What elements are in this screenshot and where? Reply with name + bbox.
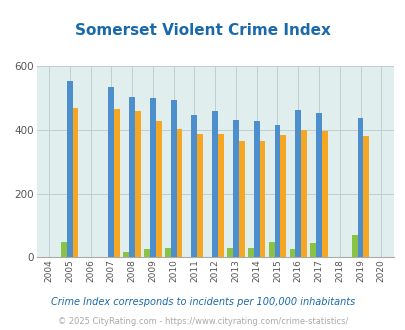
Bar [253,121,259,257]
Bar [149,98,156,257]
Bar [171,100,176,257]
Bar [232,120,238,257]
Bar [315,113,321,257]
Bar [274,125,280,257]
Bar [114,109,120,257]
Bar [144,249,149,257]
Bar [280,135,286,257]
Bar [259,141,265,257]
Text: Crime Index corresponds to incidents per 100,000 inhabitants: Crime Index corresponds to incidents per… [51,297,354,307]
Bar [135,111,141,257]
Bar [156,121,161,257]
Bar [351,235,357,257]
Bar [362,137,369,257]
Bar [321,131,327,257]
Bar [72,108,78,257]
Bar [176,128,182,257]
Bar [129,97,135,257]
Bar [289,249,294,257]
Text: © 2025 CityRating.com - https://www.cityrating.com/crime-statistics/: © 2025 CityRating.com - https://www.city… [58,317,347,326]
Bar [301,130,306,257]
Bar [309,243,315,257]
Bar [357,118,362,257]
Text: Somerset Violent Crime Index: Somerset Violent Crime Index [75,23,330,38]
Bar [108,87,114,257]
Bar [61,242,67,257]
Bar [294,110,301,257]
Bar [227,248,232,257]
Bar [123,252,129,257]
Bar [247,248,253,257]
Bar [212,111,217,257]
Bar [238,141,244,257]
Bar [164,248,171,257]
Bar [217,134,223,257]
Bar [197,134,202,257]
Bar [67,81,72,257]
Bar [268,243,274,257]
Bar [191,115,197,257]
